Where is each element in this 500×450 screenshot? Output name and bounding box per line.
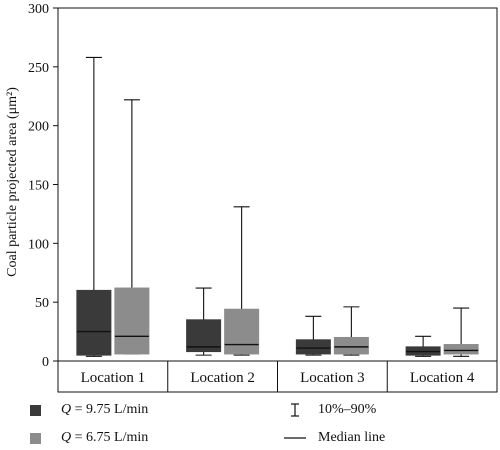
y-tick-label: 200 <box>28 120 49 135</box>
box-rect <box>295 339 331 355</box>
legend-label-series2: Q = 6.75 L/min <box>61 430 149 445</box>
legend-label-whisker: 10%–90% <box>318 402 377 417</box>
y-tick-label: 300 <box>28 2 49 17</box>
y-axis-label: Coal particle projected area (μm²) <box>5 87 20 277</box>
legend: Q = 9.75 L/min Q = 6.75 L/min 10%–90% Me… <box>0 398 500 449</box>
legend-item-series1: Q = 9.75 L/min <box>30 400 148 420</box>
category-label: Location 4 <box>410 370 475 386</box>
y-tick-label: 50 <box>35 296 49 311</box>
category-label: Location 1 <box>81 370 146 386</box>
box-rect <box>224 308 260 355</box>
whisker-range-icon <box>284 403 306 417</box>
legend-swatch-series1 <box>30 404 41 416</box>
category-label: Location 2 <box>190 370 255 386</box>
y-tick-label: 150 <box>28 179 49 194</box>
y-tick-label: 0 <box>42 355 49 370</box>
legend-item-whisker: 10%–90% <box>284 400 376 420</box>
y-tick-label: 100 <box>28 237 49 252</box>
legend-label-median: Median line <box>318 430 386 445</box>
category-label: Location 3 <box>300 370 365 386</box>
box-rect <box>333 336 369 355</box>
legend-label-series1: Q = 9.75 L/min <box>61 402 149 417</box>
box-rect <box>114 287 150 355</box>
legend-swatch-series2 <box>30 432 41 444</box>
legend-item-median: Median line <box>284 428 385 448</box>
plot-area: 0 50 100 150 200 250 300 Location 1 Location 2 Lo… <box>28 2 498 393</box>
y-tick-label: 250 <box>28 61 49 76</box>
box-rect <box>76 289 112 356</box>
legend-item-series2: Q = 6.75 L/min <box>30 428 148 448</box>
median-line-icon <box>284 431 306 445</box>
box-rect <box>443 344 479 355</box>
